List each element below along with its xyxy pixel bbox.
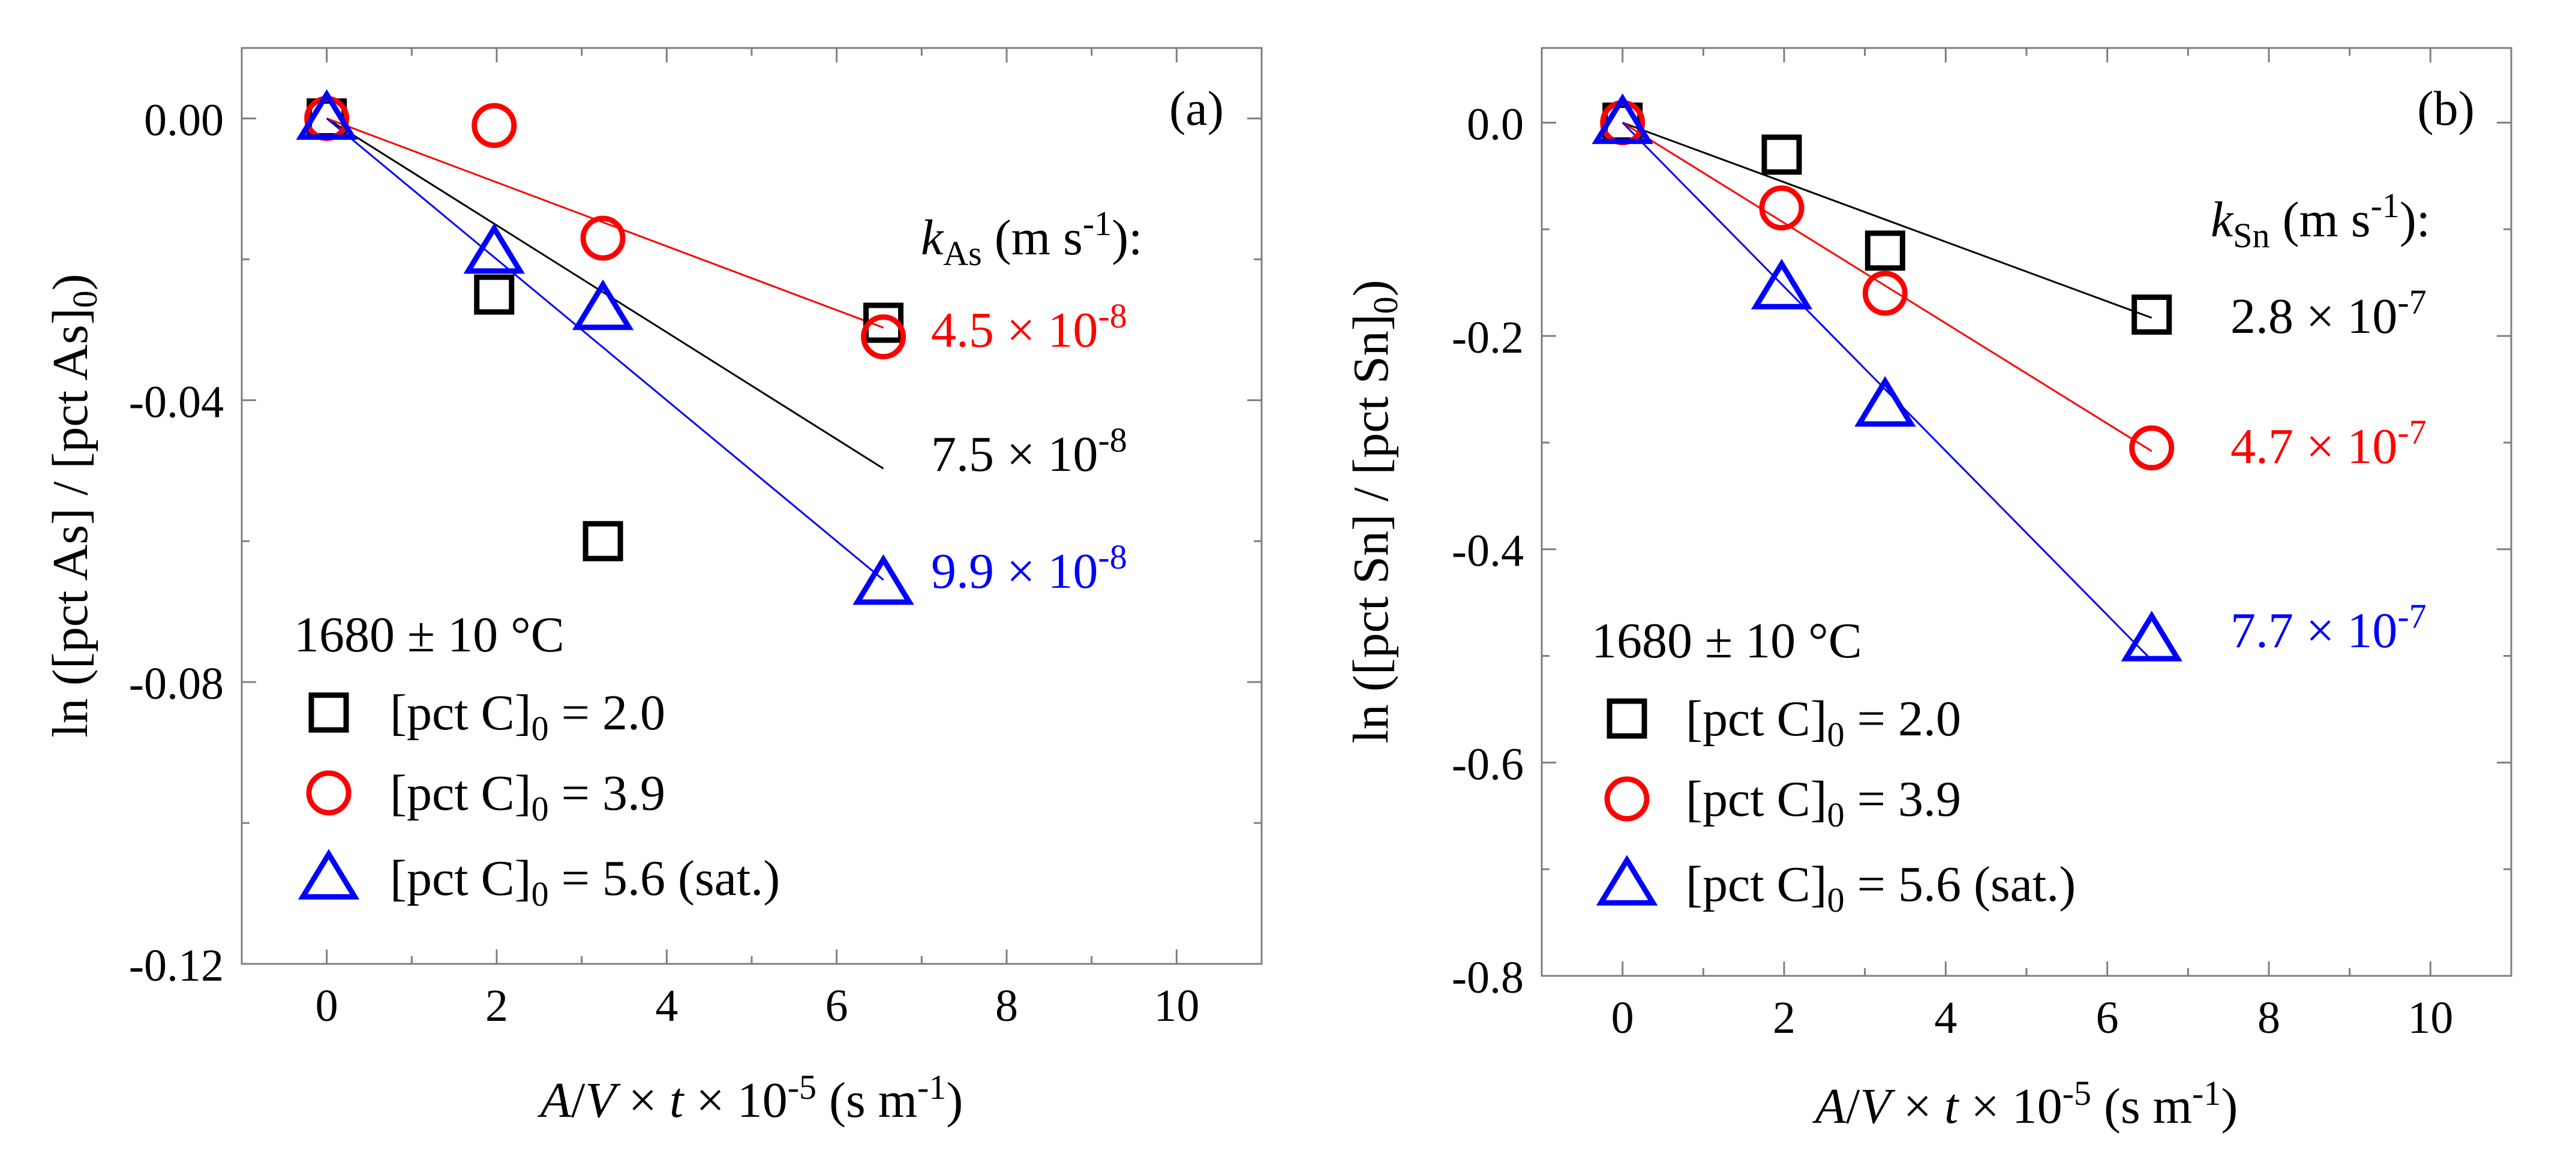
x-tick-label-b: 10 (2407, 993, 2453, 1043)
data-point-square-b (1865, 230, 1905, 271)
data-point-triangle-b (1592, 93, 1653, 145)
data-point-square-b (2131, 294, 2172, 335)
legend-label-triangle-b: [pct C]0 = 5.6 (sat.) (1686, 857, 2076, 919)
data-point-square-a (583, 521, 623, 561)
rate-label-blue-a: 9.9 × 10-8 (931, 537, 1127, 599)
x-tick-label-a: 0 (316, 981, 338, 1031)
y-tick-label-b: -0.6 (1452, 739, 1524, 789)
data-point-circle-b (2129, 425, 2175, 471)
y-tick-label-b: -0.2 (1452, 312, 1524, 363)
legend-a: [pct C]0 = 2.0 [pct C]0 = 3.9 [pct C]0 = 5… (298, 685, 780, 913)
data-point-triangle-b (1854, 376, 1916, 427)
panel-b: 0.0 -0.2 -0.4 -0.6 -0.8 0 2 4 6 8 10 (b) ln ([pct… (1343, 47, 2512, 1134)
fit-line-triangle-b (1622, 122, 2152, 661)
rate-constant-heading-a: kAs (m s-1): (921, 204, 1142, 273)
data-point-circle-a (861, 314, 906, 360)
rate-label-black-a: 7.5 × 10-8 (931, 420, 1127, 482)
y-tick-label-b: -0.8 (1452, 952, 1524, 1003)
x-tick-label-a: 4 (655, 981, 678, 1031)
data-point-square-b (1761, 134, 1802, 175)
rate-label-black-b: 2.8 × 10-7 (2230, 283, 2427, 344)
panel-a: 0.00 -0.04 -0.08 -0.12 0 2 4 6 8 10 (a) ln ([pct… (43, 47, 1263, 1128)
y-tick-label-a: -0.12 (129, 940, 224, 991)
data-point-circle-b (1759, 185, 1805, 231)
fit-line-triangle-a (326, 118, 884, 581)
legend-marker-circle-a (306, 770, 352, 816)
y-tick-label-a: -0.04 (129, 377, 224, 427)
legend-marker-triangle-b (1596, 855, 1658, 906)
fit-line-square-a (326, 118, 884, 470)
y-axis-label-a: ln ([pct As] / [pct As]0) (43, 274, 104, 737)
plot-frame-a (241, 47, 1263, 965)
legend-label-circle-a: [pct C]0 = 3.9 (390, 765, 665, 828)
data-point-square-a (474, 274, 515, 315)
fit-lines-b (1622, 122, 2152, 661)
legend-marker-triangle-a (298, 849, 360, 900)
legend-label-square-a: [pct C]0 = 2.0 (390, 685, 665, 748)
data-points-b (1592, 93, 2182, 662)
legend-label-circle-b: [pct C]0 = 3.9 (1686, 771, 1961, 834)
legend-marker-circle-b (1604, 776, 1650, 822)
y-tick-label-a: -0.08 (129, 659, 224, 709)
x-tick-label-b: 6 (2096, 993, 2119, 1043)
rate-label-red-a: 4.5 × 10-8 (931, 296, 1127, 358)
data-point-triangle-a (572, 279, 634, 330)
fit-lines-a (326, 118, 884, 581)
x-tick-label-b: 4 (1934, 993, 1957, 1043)
fit-line-circle-b (1622, 122, 2152, 452)
x-tick-label-a: 6 (825, 981, 848, 1031)
x-axis-label-a: A/V × t × 10-5 (s m-1) (538, 1068, 963, 1128)
y-ticks-a: 0.00 -0.04 -0.08 -0.12 (129, 95, 1262, 991)
temperature-label-a: 1680 ± 10 °C (294, 607, 565, 663)
x-tick-label-b: 8 (2257, 993, 2280, 1043)
data-point-circle-b (1862, 271, 1908, 316)
y-tick-label-a: 0.00 (144, 95, 224, 145)
temperature-label-b: 1680 ± 10 °C (1592, 613, 1862, 669)
legend-b: [pct C]0 = 2.0 [pct C]0 = 3.9 [pct C]0 = 5… (1596, 691, 2076, 919)
data-point-triangle-a (463, 223, 525, 274)
panel-label-a: (a) (1169, 81, 1224, 136)
x-ticks-a: 0 2 4 6 8 10 (241, 48, 1263, 1031)
x-ticks-b: 0 2 4 6 8 10 (1541, 48, 2512, 1043)
x-tick-label-a: 8 (995, 981, 1018, 1031)
fit-line-square-b (1622, 122, 2152, 319)
fit-line-circle-a (326, 118, 884, 329)
rate-constant-heading-b: kSn (m s-1): (2211, 186, 2430, 255)
y-axis-label-b: ln ([pct Sn] / [pct Sn]0) (1343, 280, 1405, 743)
legend-label-triangle-a: [pct C]0 = 5.6 (sat.) (390, 851, 780, 913)
data-point-circle-a (472, 103, 517, 148)
data-point-triangle-a (296, 89, 358, 140)
x-tick-label-b: 0 (1611, 993, 1634, 1043)
data-point-triangle-b (1751, 259, 1813, 309)
rate-label-red-b: 4.7 × 10-7 (2230, 413, 2427, 474)
rate-label-blue-b: 7.7 × 10-7 (2230, 597, 2427, 659)
legend-marker-square-a (308, 692, 349, 733)
x-tick-label-b: 2 (1773, 993, 1796, 1043)
x-tick-label-a: 2 (485, 981, 508, 1031)
y-ticks-b: 0.0 -0.2 -0.4 -0.6 -0.8 (1452, 99, 2511, 1003)
data-points-a (296, 89, 914, 605)
panel-label-b: (b) (2417, 81, 2475, 136)
data-point-triangle-b (2121, 611, 2182, 662)
legend-marker-square-b (1607, 698, 1647, 739)
y-tick-label-b: 0.0 (1467, 99, 1524, 149)
data-point-circle-a (580, 215, 626, 261)
x-axis-label-b: A/V × t × 10-5 (s m-1) (1812, 1074, 2238, 1134)
legend-label-square-b: [pct C]0 = 2.0 (1686, 691, 1961, 754)
data-point-triangle-a (852, 554, 914, 605)
x-tick-label-a: 10 (1154, 981, 1199, 1031)
y-tick-label-b: -0.4 (1452, 526, 1524, 576)
